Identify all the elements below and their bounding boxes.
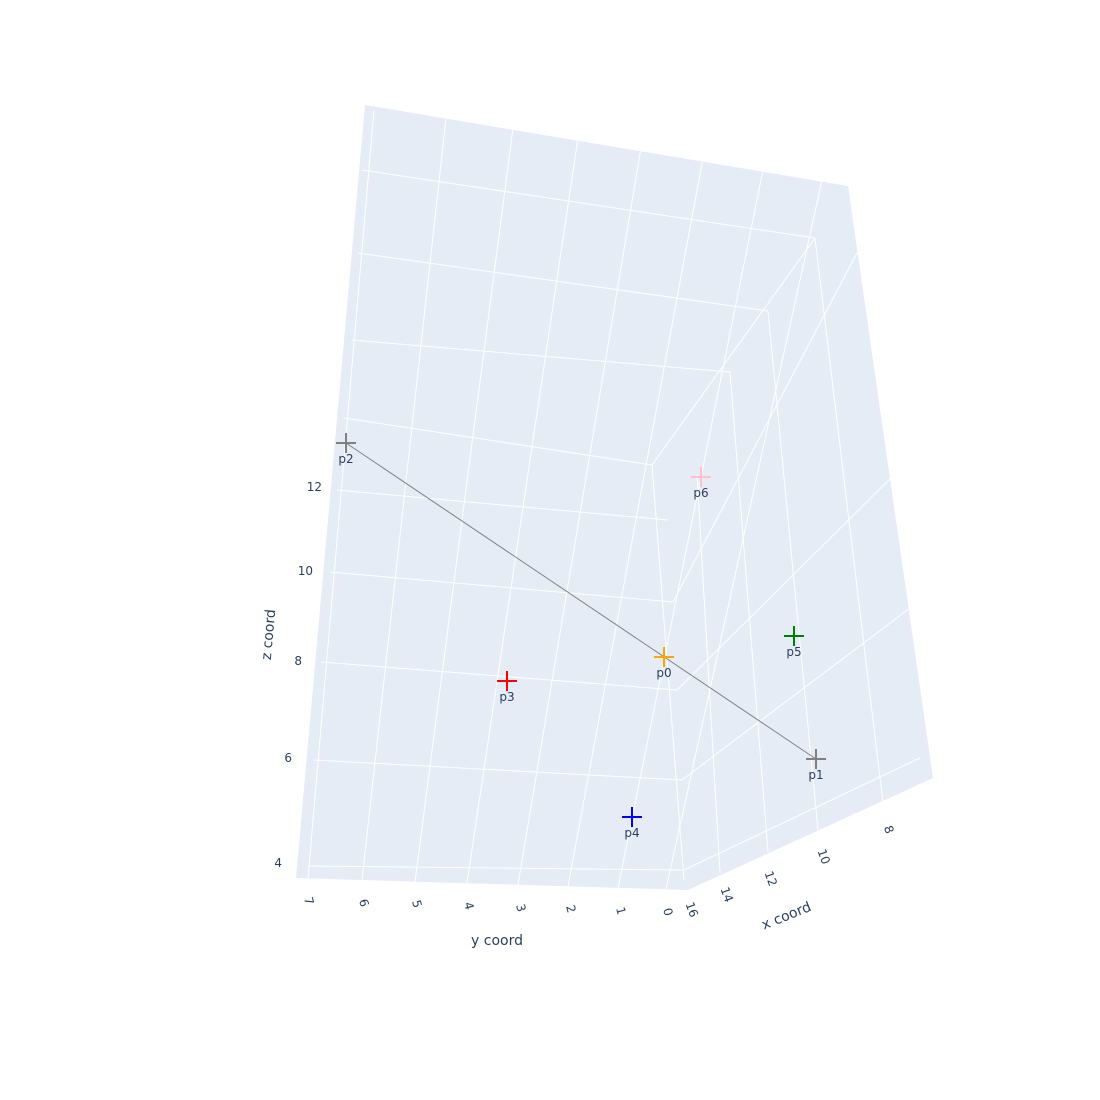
- grid-side-vline: [767, 310, 819, 831]
- grid-z-line: [343, 417, 653, 466]
- z-tick-label: 4: [274, 856, 282, 870]
- point-label: p4: [624, 826, 639, 840]
- grid-side-line: [672, 252, 858, 603]
- x-tick-label: 12: [762, 869, 780, 888]
- x-tick-label: 10: [815, 847, 833, 866]
- y-tick-label: 1: [613, 905, 629, 916]
- point-label: p6: [693, 486, 708, 500]
- y-axis-title: y coord: [471, 933, 523, 949]
- series-lines: [345, 442, 817, 760]
- grid-y-line: [307, 109, 375, 879]
- grid-side-vline: [729, 371, 769, 853]
- grid-y-line: [567, 157, 704, 887]
- grid-y-line: [617, 169, 764, 888]
- x-tick-label: 8: [881, 824, 897, 836]
- grid-y-line: [361, 117, 447, 881]
- grid-z-line: [329, 571, 674, 603]
- grid-z-line: [307, 865, 685, 871]
- y-tick-label: 4: [461, 900, 477, 911]
- grid-y-line: [517, 147, 642, 885]
- point-label: p2: [338, 452, 353, 466]
- grid-z-line: [313, 759, 683, 781]
- grid-side-line: [681, 607, 911, 781]
- y-tick-label: 0: [660, 906, 676, 917]
- data-point: p2: [336, 433, 356, 466]
- data-point: p6: [691, 467, 711, 500]
- y-tick-label: 6: [356, 897, 372, 908]
- y-tick-label: 2: [563, 903, 579, 914]
- grid-y-line: [665, 179, 823, 890]
- grid-edge-line: [651, 237, 816, 881]
- grid-y-line: [466, 137, 579, 884]
- y-tick-label: 7: [301, 895, 317, 906]
- grid-z-line: [320, 661, 678, 691]
- z-tick-label: 8: [294, 654, 302, 668]
- y-tick-label: 3: [513, 902, 529, 913]
- grid-z-line: [361, 169, 816, 239]
- x-tick-label: 14: [718, 885, 736, 904]
- data-point: p3: [497, 671, 517, 704]
- point-label: p1: [808, 768, 823, 782]
- grid-side-vline: [814, 237, 884, 804]
- grid-side-vline: [696, 474, 721, 874]
- data-points: p0 p1 p2 p3 p4 p5 p6: [336, 433, 826, 840]
- z-tick-label: 6: [284, 751, 292, 765]
- grid-side-line: [683, 757, 921, 871]
- connector-line: [345, 442, 817, 760]
- data-point: p5: [784, 626, 804, 659]
- data-point: p1: [806, 749, 826, 782]
- data-point: p4: [622, 807, 642, 840]
- z-tick-label: 10: [298, 564, 313, 578]
- point-label: p3: [499, 690, 514, 704]
- grid-z-line: [336, 489, 669, 521]
- point-label: p5: [786, 645, 801, 659]
- x-tick-label: 16: [683, 900, 701, 919]
- grid-side-line: [676, 475, 894, 691]
- gridlines: [307, 109, 921, 890]
- grid-z-line: [357, 252, 769, 312]
- grid-z-line: [351, 339, 731, 373]
- z-axis-title: z coord: [259, 609, 279, 661]
- z-tick-label: 12: [307, 480, 322, 494]
- x-axis-title: x coord: [759, 899, 813, 933]
- y-tick-label: 5: [409, 898, 425, 909]
- data-point: p0: [654, 647, 674, 680]
- grid-y-line: [414, 127, 514, 882]
- point-label: p0: [656, 666, 671, 680]
